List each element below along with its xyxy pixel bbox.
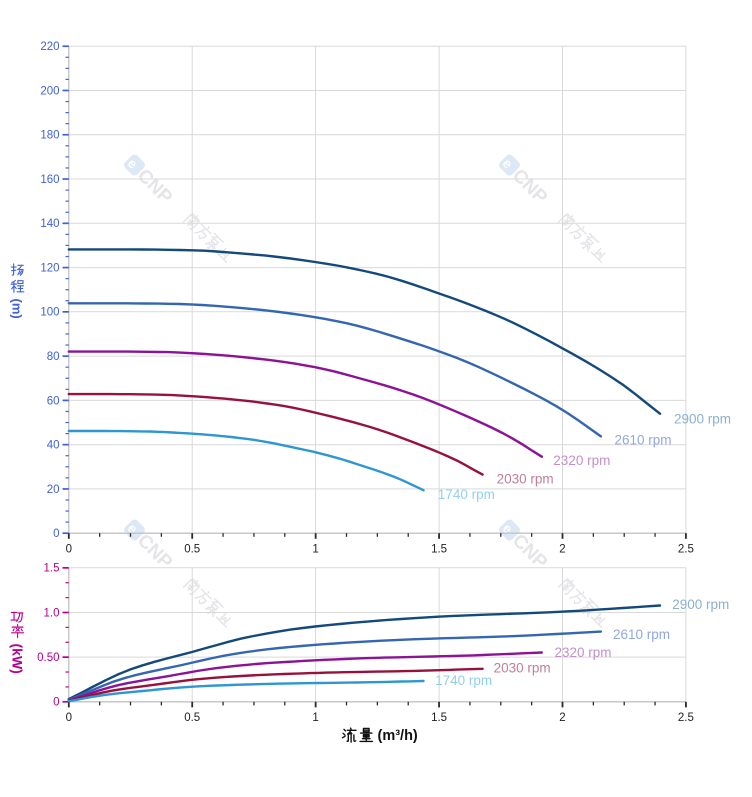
svg-text:(kW): (kW) [10,644,26,674]
svg-text:2.5: 2.5 [678,544,694,556]
svg-text:1.0: 1.0 [44,607,60,619]
svg-text:1740 rpm: 1740 rpm [438,487,495,502]
svg-text:0.50: 0.50 [37,652,59,664]
svg-text:220: 220 [40,41,59,53]
svg-text:60: 60 [47,395,60,407]
svg-text:2900 rpm: 2900 rpm [674,411,731,426]
svg-text:1.5: 1.5 [44,563,60,575]
svg-text:2320 rpm: 2320 rpm [553,453,610,468]
svg-text:2900 rpm: 2900 rpm [672,597,729,612]
svg-text:2610 rpm: 2610 rpm [615,433,672,448]
svg-text:2030 rpm: 2030 rpm [497,472,554,487]
svg-text:140: 140 [40,218,59,230]
svg-text:2610 rpm: 2610 rpm [613,627,670,642]
svg-text:0.5: 0.5 [184,712,200,724]
svg-text:0: 0 [66,544,72,556]
svg-text:2320 rpm: 2320 rpm [555,645,612,660]
svg-text:2.5: 2.5 [678,712,694,724]
svg-text:120: 120 [40,263,59,275]
svg-text:1.5: 1.5 [431,544,447,556]
svg-text:2030 rpm: 2030 rpm [494,660,551,675]
svg-text:1740 rpm: 1740 rpm [435,673,492,688]
svg-text:(m³/h): (m³/h) [378,728,418,744]
svg-text:(m): (m) [10,299,25,319]
svg-text:80: 80 [47,351,60,363]
svg-text:0: 0 [53,697,59,709]
svg-text:0: 0 [66,712,72,724]
svg-text:200: 200 [40,85,59,97]
svg-text:100: 100 [40,307,59,319]
svg-text:160: 160 [40,174,59,186]
svg-text:2: 2 [559,544,565,556]
svg-text:1.5: 1.5 [431,712,447,724]
svg-text:1: 1 [312,544,318,556]
svg-text:20: 20 [47,484,60,496]
svg-text:2: 2 [559,712,565,724]
svg-text:0.5: 0.5 [184,544,200,556]
svg-text:40: 40 [47,440,60,452]
svg-text:1: 1 [312,712,318,724]
svg-text:0: 0 [53,528,59,540]
svg-text:180: 180 [40,130,59,142]
